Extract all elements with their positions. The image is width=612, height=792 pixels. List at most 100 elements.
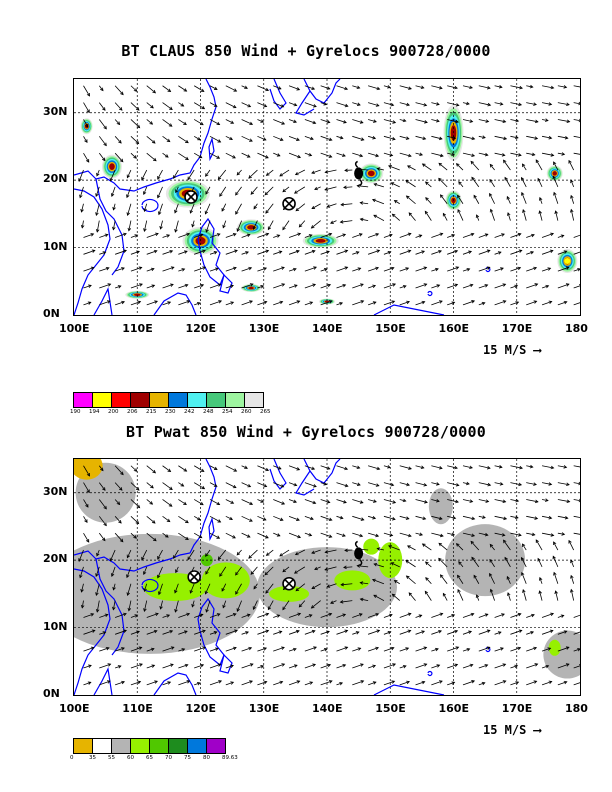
wind-vector-head — [293, 499, 297, 503]
wind-vector — [320, 664, 331, 669]
wind-vector-head — [502, 283, 507, 287]
wind-vector-head — [230, 500, 235, 504]
wind-vector-head — [185, 139, 189, 144]
wind-vector — [391, 182, 400, 188]
wind-vector-head — [202, 266, 207, 270]
wind-vector-head — [86, 109, 90, 114]
wind-vector-head — [504, 176, 508, 181]
wind-vector — [146, 119, 153, 125]
wind-vector — [128, 220, 132, 231]
wind-vector — [367, 285, 376, 289]
wind-vector-head — [530, 250, 535, 255]
wind-vector — [78, 549, 84, 562]
wind-vector — [526, 482, 537, 485]
panel2-reference-vector-label: 15 M/S ⟶ — [483, 723, 541, 737]
wind-vector-head — [107, 663, 112, 667]
wind-vector — [415, 614, 422, 618]
wind-vector-head — [279, 173, 283, 177]
wind-vector — [114, 647, 125, 652]
wind-vector-head — [568, 539, 572, 544]
pwat-green-1 — [201, 562, 250, 599]
wind-vector-head — [423, 103, 428, 107]
wind-vector — [431, 152, 444, 157]
panel1-y-tick: 20N — [43, 172, 68, 186]
wind-vector — [352, 251, 359, 255]
wind-vector-head — [232, 104, 237, 109]
wind-vector-head — [570, 574, 574, 579]
wind-vector-head — [499, 102, 504, 106]
wind-vector — [456, 543, 464, 551]
wind-vector — [304, 301, 313, 306]
wind-vector-head — [538, 210, 542, 215]
wind-vector — [510, 119, 519, 122]
panel1-colorbar-tick: 242 — [184, 409, 195, 415]
wind-vector — [352, 135, 364, 141]
wind-vector — [336, 284, 346, 289]
wind-vector-head — [138, 266, 143, 270]
wind-vector — [415, 152, 423, 156]
wind-vector-head — [344, 266, 349, 270]
wind-vector — [478, 152, 488, 156]
wind-vector — [173, 549, 179, 559]
panel1-y-tick: 0N — [43, 307, 60, 320]
wind-vector-head — [205, 228, 209, 233]
wind-vector — [447, 482, 459, 486]
wind-vector-head — [451, 234, 456, 238]
wind-vector-head — [342, 233, 347, 237]
wind-vector — [415, 119, 428, 123]
wind-vector-head — [246, 233, 251, 238]
panel1-colorbar-swatch — [92, 392, 112, 408]
wind-vector — [541, 647, 551, 652]
wind-vector-head — [372, 664, 377, 669]
wind-vector — [288, 284, 298, 289]
wind-vector-head — [436, 284, 441, 288]
wind-vector — [257, 647, 267, 652]
wind-vector — [295, 583, 306, 592]
wind-vector-head — [421, 300, 426, 305]
wind-vector — [235, 583, 242, 595]
wind-vector-head — [484, 532, 489, 537]
wind-vector — [225, 102, 237, 109]
wind-vector — [241, 85, 248, 89]
wind-vector — [114, 102, 123, 111]
wind-vector-head — [151, 284, 156, 288]
wind-vector — [462, 152, 475, 157]
wind-vector-head — [402, 118, 407, 123]
wind-vector-head — [296, 87, 301, 91]
wind-vector-head — [344, 466, 349, 471]
wind-vector — [273, 301, 283, 306]
wind-vector — [373, 594, 385, 601]
wind-vector-head — [328, 680, 333, 684]
wind-vector-head — [229, 136, 233, 141]
panel1-colorbar-swatch — [111, 392, 131, 408]
wind-vector-head — [143, 588, 147, 592]
panel1-reference-vector-label: 15 M/S ⟶ — [483, 343, 541, 357]
wind-vector-head — [359, 597, 364, 602]
wind-vector-head — [390, 182, 395, 186]
wind-vector — [83, 499, 89, 508]
wind-vector-head — [373, 182, 378, 187]
wind-vector — [288, 268, 297, 272]
wind-vector-head — [265, 232, 270, 237]
wind-vector — [241, 631, 249, 635]
wind-vector-head — [533, 102, 537, 106]
wind-vector — [336, 152, 346, 157]
wind-vector-head — [500, 267, 504, 271]
wind-vector — [193, 499, 204, 506]
wind-vector-head — [373, 594, 377, 599]
wind-vector-head — [233, 646, 237, 651]
wind-vector — [273, 681, 283, 686]
wind-vector-head — [466, 481, 470, 486]
wind-vector — [257, 613, 269, 618]
wind-vector — [162, 283, 174, 289]
wind-vector — [273, 482, 284, 488]
wind-vector-head — [219, 573, 223, 577]
wind-vector-head — [90, 613, 95, 617]
wind-vector-head — [408, 212, 413, 216]
wind-vector — [521, 557, 527, 568]
wind-vector — [187, 549, 195, 560]
wind-vector — [352, 102, 361, 106]
wind-vector-head — [186, 680, 191, 684]
wind-vector-head — [159, 225, 163, 230]
wind-vector — [456, 163, 464, 171]
